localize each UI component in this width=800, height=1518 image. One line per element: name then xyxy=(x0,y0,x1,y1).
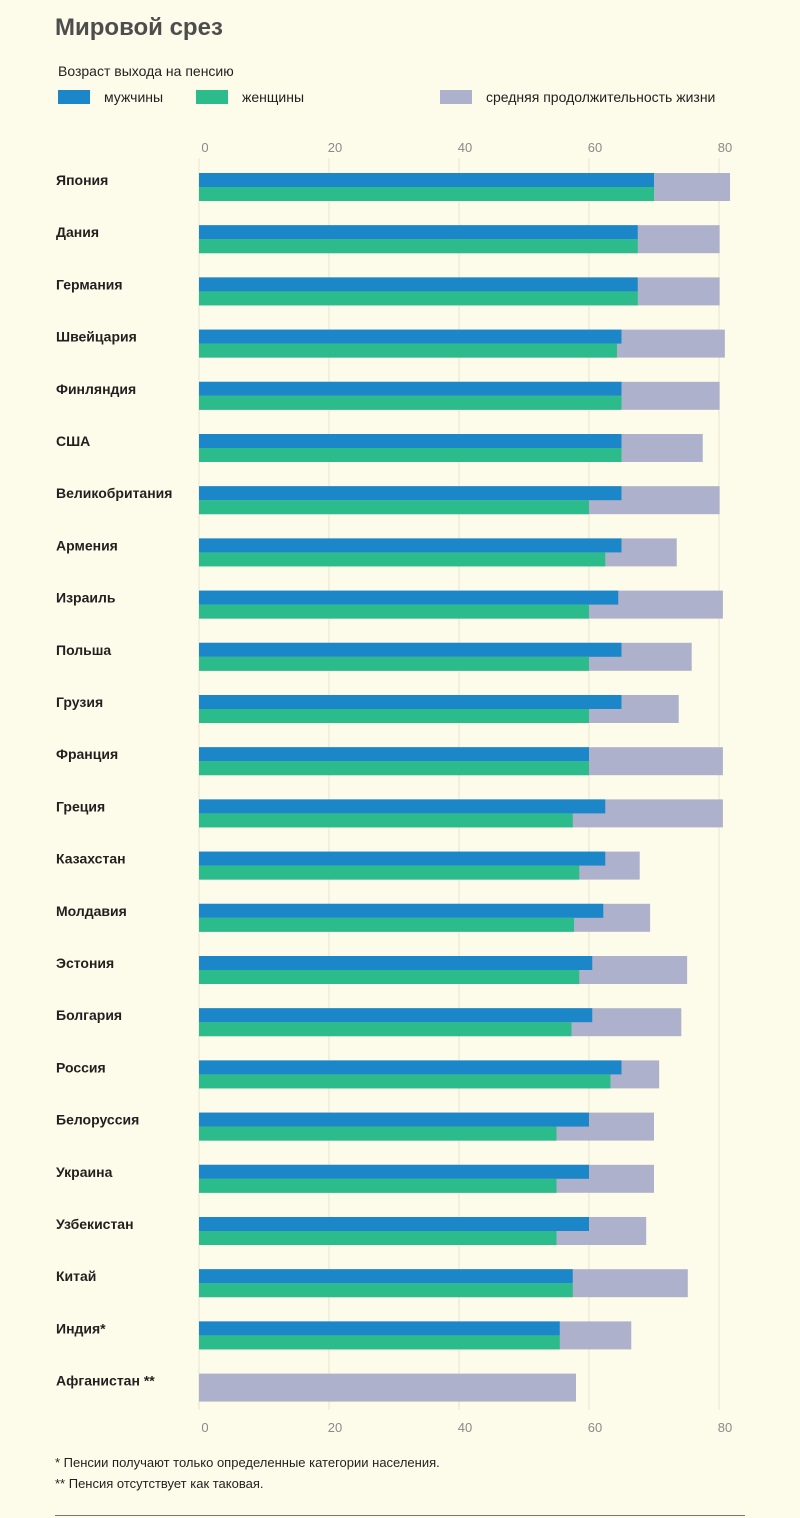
bar-female xyxy=(199,813,573,828)
category-label: Белоруссия xyxy=(56,1112,139,1128)
bar-male xyxy=(199,1060,622,1075)
category-label: Индия* xyxy=(56,1320,106,1336)
category-label: Казахстан xyxy=(56,851,126,867)
legend-item-life-expectancy: средняя продолжительность жизни xyxy=(440,89,715,105)
bar-female xyxy=(199,448,622,462)
x-tick-label-top-40: 40 xyxy=(458,140,472,155)
category-label: Франция xyxy=(56,746,118,762)
bar-male xyxy=(199,329,622,344)
bar-female xyxy=(199,917,575,932)
legend-label-male: мужчины xyxy=(104,89,164,105)
bar-chart: 0 0 20 20 40 40 60 60 80 80 Япония Дания Германия Шве… xyxy=(56,140,732,1435)
bar-male xyxy=(199,277,638,292)
x-tick-label-bottom-0: 0 xyxy=(201,1420,208,1435)
category-label: Россия xyxy=(56,1059,106,1075)
bar-female xyxy=(199,395,622,410)
bar-female xyxy=(199,709,589,723)
category-label: Великобритания xyxy=(56,485,172,501)
bar-female xyxy=(199,187,654,201)
category-label: Польша xyxy=(56,642,111,658)
bar-female xyxy=(199,291,638,306)
bar-male xyxy=(199,381,622,396)
x-tick-label-top-60: 60 xyxy=(588,140,602,155)
bar-life-expectancy xyxy=(199,1373,576,1402)
category-label: США xyxy=(56,433,90,449)
bar-male xyxy=(199,225,638,240)
x-tick-label-bottom-20: 20 xyxy=(328,1420,342,1435)
bar-male xyxy=(199,1217,589,1231)
bar-female xyxy=(199,604,589,619)
category-label: Афганистан ** xyxy=(56,1373,155,1389)
bar-male xyxy=(199,486,622,501)
chart-title: Мировой срез xyxy=(55,14,223,41)
bar-female xyxy=(199,343,617,358)
bar-female xyxy=(199,239,638,254)
bar-female xyxy=(199,552,606,567)
category-label: Япония xyxy=(56,172,108,188)
category-label: Молдавия xyxy=(56,903,127,919)
bar-male xyxy=(199,538,622,553)
bottom-divider xyxy=(55,1515,745,1516)
bar-female xyxy=(199,656,589,671)
category-label: Греция xyxy=(56,798,105,814)
bar-male xyxy=(199,747,589,762)
category-label: Китай xyxy=(56,1268,96,1284)
bar-female xyxy=(199,1283,573,1298)
bar-male xyxy=(199,903,604,918)
bar-female xyxy=(199,761,589,776)
bar-female xyxy=(199,1126,557,1141)
bar-male xyxy=(199,173,654,187)
x-tick-label-bottom-40: 40 xyxy=(458,1420,472,1435)
bar-female xyxy=(199,1074,611,1089)
x-tick-label-bottom-80: 80 xyxy=(718,1420,732,1435)
bar-male xyxy=(199,434,622,448)
bar-male xyxy=(199,695,622,709)
chart-subtitle: Возраст выхода на пенсию xyxy=(58,63,234,79)
bar-female xyxy=(199,865,580,880)
category-label: Германия xyxy=(56,276,123,292)
bar-male xyxy=(199,1321,560,1336)
category-label: Израиль xyxy=(56,590,116,606)
footnote-1: * Пенсии получают только определенные ка… xyxy=(55,1455,440,1470)
legend-label-life-expectancy: средняя продолжительность жизни xyxy=(486,89,716,105)
footnotes: * Пенсии получают только определенные ка… xyxy=(55,1452,440,1494)
bar-female xyxy=(199,1335,560,1350)
x-tick-label-bottom-60: 60 xyxy=(588,1420,602,1435)
legend-swatch-male xyxy=(58,90,90,104)
bar-male xyxy=(199,1008,593,1023)
bar-male xyxy=(199,1164,589,1179)
bar-male xyxy=(199,1112,589,1127)
bar-male xyxy=(199,799,606,814)
x-tick-label-top-80: 80 xyxy=(718,140,732,155)
bar-male xyxy=(199,642,622,657)
category-label: Швейцария xyxy=(56,329,137,345)
category-label: Болгария xyxy=(56,1007,122,1023)
legend-item-female: женщины xyxy=(196,89,304,105)
x-tick-label-top-20: 20 xyxy=(328,140,342,155)
category-label: Финляндия xyxy=(56,381,136,397)
x-tick-label-top-0: 0 xyxy=(201,140,208,155)
legend-item-male: мужчины xyxy=(58,89,163,105)
category-label: Дания xyxy=(56,224,99,240)
category-label: Эстония xyxy=(56,955,114,971)
bar-female xyxy=(199,500,589,515)
bar-female xyxy=(199,970,580,984)
bar-female xyxy=(199,1022,572,1037)
category-label: Грузия xyxy=(56,694,103,710)
legend-label-female: женщины xyxy=(242,89,305,105)
category-label: Украина xyxy=(56,1164,113,1180)
footnote-2: ** Пенсия отсутствует как таковая. xyxy=(55,1476,264,1491)
legend-swatch-life-expectancy xyxy=(440,90,472,104)
bar-male xyxy=(199,590,619,605)
bar-male xyxy=(199,1269,573,1284)
category-label: Узбекистан xyxy=(56,1216,134,1232)
bar-male xyxy=(199,956,593,970)
bar-male xyxy=(199,851,606,866)
category-label: Армения xyxy=(56,537,118,553)
bar-female xyxy=(199,1178,557,1193)
legend-swatch-female xyxy=(196,90,228,104)
bar-female xyxy=(199,1231,557,1245)
